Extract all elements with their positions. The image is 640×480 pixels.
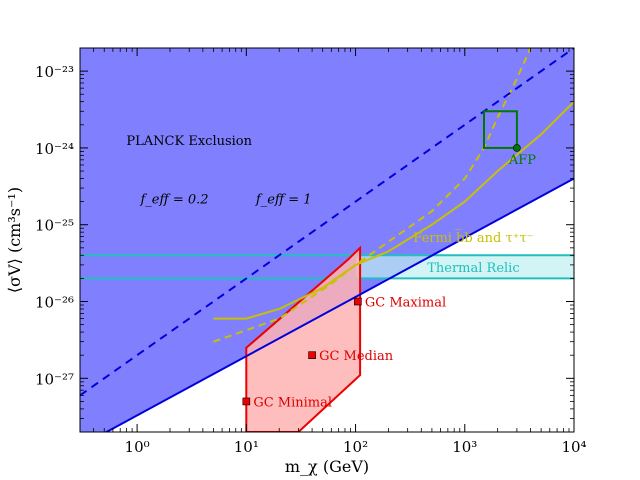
y-tick-label: 10⁻²⁶: [35, 294, 74, 312]
plot-frame: [79, 47, 575, 433]
planck-exclusion-region: [80, 48, 574, 432]
fermi-dashed-line: [213, 48, 532, 343]
y-axis-label: ⟨σV⟩ (cm³s⁻¹): [5, 187, 24, 293]
afp-point: [513, 144, 521, 152]
x-tick-label: 10³: [452, 438, 477, 456]
y-tick-label: 10⁻²³: [35, 63, 74, 81]
fermi-label: Fermi b̅b and τ⁺τ⁻: [413, 229, 533, 246]
x-tick-label: 10¹: [234, 438, 259, 456]
gc-region: [245, 245, 362, 432]
x-axis-label: m_χ (GeV): [285, 457, 369, 476]
x-tick-label: 10⁴: [561, 438, 586, 456]
planck-exclusion-label: PLANCK Exclusion: [126, 134, 252, 149]
x-tick-label: 10⁰: [125, 438, 150, 456]
afp-label: AFP: [508, 153, 536, 168]
gc-point: [354, 297, 362, 306]
fermi-solid-line: [213, 100, 574, 320]
planck-feff-1-line: [104, 177, 574, 432]
gc-point: [308, 351, 316, 360]
y-tick-label: 10⁻²⁴: [35, 140, 74, 158]
y-tick-label: 10⁻²⁷: [35, 370, 74, 388]
planck-feff-02-line: [80, 48, 574, 397]
feff-1-label: f_eff = 1: [255, 192, 312, 207]
thermal-relic-label: Thermal Relic: [427, 261, 519, 276]
thermal-relic-band-fill: [355, 255, 574, 279]
gc-point-label: GC Median: [319, 349, 394, 364]
x-tick-label: 10²: [343, 438, 368, 456]
gc-point-label: GC Minimal: [253, 395, 332, 410]
gc-point: [242, 397, 251, 406]
y-tick-label: 10⁻²⁵: [35, 217, 74, 235]
feff-02-label: f_eff = 0.2: [139, 192, 208, 207]
afp-box: [483, 110, 518, 149]
gc-point-label: GC Maximal: [365, 296, 446, 311]
